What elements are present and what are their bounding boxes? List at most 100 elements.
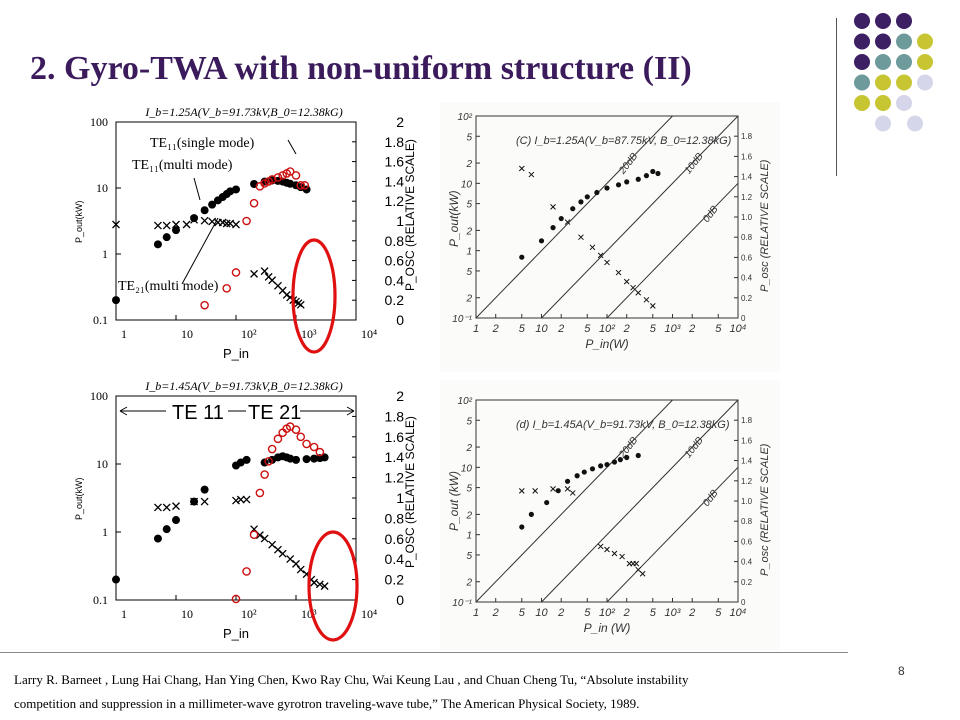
decorative-dot [896,74,912,91]
data-point [624,454,630,461]
data-point [153,240,162,249]
y-right-tick-label: 0 [396,592,404,608]
x-tick-label: 5 [715,607,722,619]
divider-line [836,18,837,176]
data-point [208,200,217,209]
data-point [564,486,571,492]
data-point [302,455,311,464]
y-tick-label: 2 [465,510,472,521]
x-tick-label: 5 [584,607,591,619]
data-point [249,530,259,540]
gain-line [541,115,739,319]
data-point [273,434,283,444]
decorative-dot [854,54,870,70]
data-point [569,490,576,496]
data-point [162,233,171,242]
data-point [260,470,269,479]
data-point [578,234,584,241]
data-point [286,555,295,564]
data-point [581,469,587,475]
x-tick-label: 5 [650,323,657,335]
data-point [260,534,269,543]
x-tick-label: 10⁴ [361,607,377,621]
y-right-tick-label: 0.8 [741,233,753,242]
data-point [635,289,642,296]
y-right-tick-label: 0 [741,598,746,607]
data-point [519,524,525,530]
decorative-dot [875,74,891,91]
y-right-tick-label: 1.2 [741,477,753,486]
x-axis-label: P_in (W) [584,621,631,635]
chart-title: I_b=1.45A(V_b=91.73kV,B_0=12.38kG) [144,379,342,393]
data-point [273,173,283,182]
data-point [649,303,656,309]
data-point [232,220,240,229]
y-tick-label: 1 [102,525,108,539]
x-axis-label: P_in [223,626,249,641]
y-tick-label: 0.1 [93,313,108,327]
data-point [162,525,171,534]
data-point [249,198,259,208]
y-tick-label: 2 [465,578,472,589]
x-tick-label: 5 [519,323,526,335]
chart-title: I_b=1.25A(V_b=91.73kV,B_0=12.38kG) [144,105,342,119]
data-point [162,221,171,230]
y-right-tick-label: 1 [396,490,404,506]
decorative-dot [896,13,912,29]
data-point [242,567,251,576]
data-point [153,221,162,230]
y-right-tick-label: 0.8 [741,517,753,526]
y-right-axis-label: P_OSC (RELATIVE SCALE) [403,139,417,291]
data-point [255,488,265,498]
y-right-tick-label: 2 [396,114,404,130]
data-point [315,580,324,589]
y-tick-label: 5 [466,416,472,427]
y-axis-label: P_out(kW) [447,190,461,247]
data-point [635,176,641,182]
decorative-dot [854,74,870,91]
x-tick-label: 10² [599,607,615,619]
data-point [617,457,623,463]
y-tick-label: 1 [466,531,472,542]
decorative-dot [875,13,891,29]
te21-arrow [300,406,355,416]
x-axis-label: P_in [223,346,249,361]
data-point [231,268,241,277]
data-point [310,454,319,463]
x-tick-label: 10 [535,323,548,335]
data-point [611,550,618,557]
annotation-arrow [287,139,297,155]
data-point [296,565,305,574]
y-tick-label: 10 [96,457,108,471]
y-right-tick-label: 0.4 [385,272,405,288]
gain-line [541,399,739,603]
y-right-axis-label: P_osc (RELATIVE SCALE) [759,443,771,576]
annotation-te11-single: TE₁₁(single mode) [150,136,255,151]
y-tick-label: 2 [465,443,472,454]
x-tick-label: 10 [535,607,548,619]
y-tick-label: 100 [90,115,108,129]
y-tick-label: 5 [466,267,472,278]
x-tick-label: 5 [650,607,657,619]
y-tick-label: 10⁻¹ [452,314,472,325]
x-tick-label: 10⁴ [730,323,747,335]
y-right-tick-label: 0.6 [385,253,405,269]
data-point [291,425,301,434]
decorative-dot [917,33,933,50]
data-point [584,194,590,200]
y-right-tick-label: 2 [396,388,404,404]
y-right-tick-label: 1.6 [385,429,405,445]
y-right-tick-label: 1.6 [385,154,405,170]
data-point [604,546,610,553]
x-tick-label: 10⁴ [730,607,747,619]
y-tick-label: 5 [466,132,472,143]
y-right-tick-label: 0.2 [741,578,753,587]
data-point [302,439,311,449]
y-tick-label: 2 [465,159,472,170]
chart-title: (C) I_b=1.25A(V_b=87.75kV, B_0=12.38kG) [516,135,732,147]
data-point [574,473,580,479]
data-point [604,259,610,266]
y-right-tick-label: 1.8 [741,416,753,425]
y-tick-label: 2 [465,294,472,305]
